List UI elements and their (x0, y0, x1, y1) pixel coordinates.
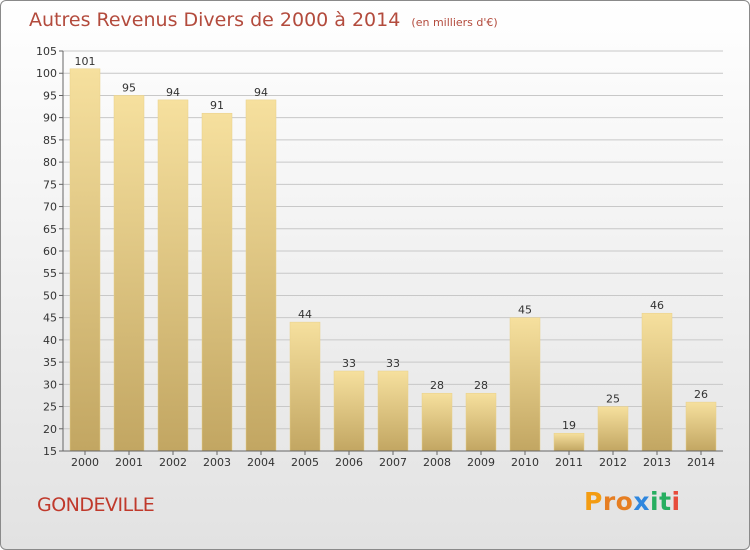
y-tick-label: 85 (43, 134, 57, 147)
value-label-2010: 45 (518, 304, 532, 317)
logo-letter: i (671, 487, 681, 516)
bar-2011[interactable] (553, 432, 585, 452)
x-tick-label-2007: 2007 (379, 456, 407, 469)
x-tick-label-2003: 2003 (203, 456, 231, 469)
bar-2009[interactable] (465, 392, 497, 452)
x-tick-label-2004: 2004 (247, 456, 275, 469)
bar-2002[interactable] (157, 99, 189, 452)
value-label-2002: 94 (166, 86, 180, 99)
x-tick-label-2002: 2002 (159, 456, 187, 469)
y-tick-label: 25 (43, 401, 57, 414)
value-label-2000: 101 (75, 55, 96, 68)
y-tick-label: 105 (36, 45, 57, 58)
y-tick-label: 75 (43, 178, 57, 191)
y-tick-label: 80 (43, 156, 57, 169)
x-tick-label-2000: 2000 (71, 456, 99, 469)
logo-letter: t (659, 487, 672, 516)
chart-title-text: Autres Revenus Divers de 2000 à 2014 (29, 9, 401, 31)
y-tick-label: 20 (43, 423, 57, 436)
bar-2008[interactable] (421, 392, 453, 452)
bar-2012[interactable] (597, 406, 629, 452)
town-name: GONDEVILLE (37, 494, 155, 516)
x-tick-label-2006: 2006 (335, 456, 363, 469)
value-label-2005: 44 (298, 308, 312, 321)
value-label-2009: 28 (474, 379, 488, 392)
logo-letter: i (650, 487, 660, 516)
proxiti-logo[interactable]: Proxiti (584, 487, 681, 516)
y-tick-label: 95 (43, 89, 57, 102)
bar-2000[interactable] (69, 68, 101, 452)
y-tick-label: 60 (43, 245, 57, 258)
x-tick-label-2011: 2011 (555, 456, 583, 469)
bar-2004[interactable] (245, 99, 277, 452)
y-tick-label: 35 (43, 356, 57, 369)
x-tick-label-2008: 2008 (423, 456, 451, 469)
bar-2005[interactable] (289, 321, 321, 452)
bar-2003[interactable] (201, 112, 233, 452)
bar-2013[interactable] (641, 312, 673, 452)
y-tick-label: 45 (43, 312, 57, 325)
value-label-2007: 33 (386, 357, 400, 370)
y-tick-label: 55 (43, 267, 57, 280)
y-tick-label: 40 (43, 334, 57, 347)
y-tick-label: 90 (43, 112, 57, 125)
x-tick-label-2005: 2005 (291, 456, 319, 469)
logo-letter: P (584, 487, 603, 516)
y-tick-label: 65 (43, 223, 57, 236)
logo-letter: x (633, 487, 650, 516)
logo-letter: o (615, 487, 634, 516)
x-tick-label-2014: 2014 (687, 456, 715, 469)
value-label-2013: 46 (650, 299, 664, 312)
chart-unit-text: (en milliers d'€) (411, 16, 498, 29)
x-tick-label-2001: 2001 (115, 456, 143, 469)
bar-2006[interactable] (333, 370, 365, 452)
value-label-2014: 26 (694, 388, 708, 401)
logo-letter: r (602, 487, 616, 516)
value-label-2006: 33 (342, 357, 356, 370)
value-label-2004: 94 (254, 86, 268, 99)
value-label-2012: 25 (606, 393, 620, 406)
bar-2001[interactable] (113, 95, 145, 452)
chart-title: Autres Revenus Divers de 2000 à 2014 (en… (29, 9, 498, 31)
x-tick-label-2009: 2009 (467, 456, 495, 469)
y-tick-label: 100 (36, 67, 57, 80)
y-tick-label: 15 (43, 445, 57, 458)
value-label-2011: 19 (562, 419, 576, 432)
bar-2014[interactable] (685, 401, 717, 452)
y-tick-label: 30 (43, 378, 57, 391)
y-tick-label: 50 (43, 289, 57, 302)
bar-2007[interactable] (377, 370, 409, 452)
x-tick-label-2010: 2010 (511, 456, 539, 469)
y-tick-label: 70 (43, 201, 57, 214)
value-label-2008: 28 (430, 379, 444, 392)
value-label-2003: 91 (210, 99, 224, 112)
bar-2010[interactable] (509, 317, 541, 452)
value-label-2001: 95 (122, 81, 136, 94)
x-tick-label-2012: 2012 (599, 456, 627, 469)
x-tick-label-2013: 2013 (643, 456, 671, 469)
